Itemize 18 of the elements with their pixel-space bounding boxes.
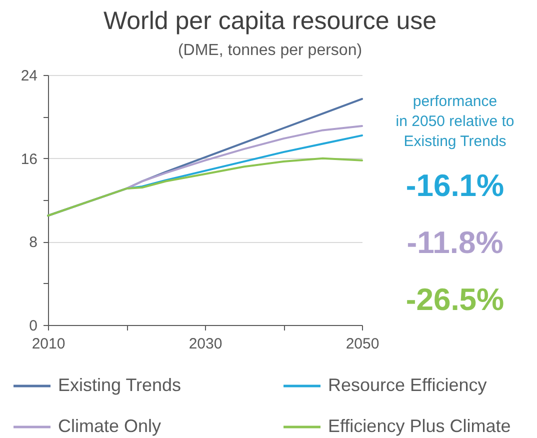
x-tick-label: 2010 (32, 336, 66, 352)
legend-label: Resource Efficiency (328, 375, 487, 395)
line-series (47, 157, 363, 217)
y-tick-label: 16 (20, 150, 38, 168)
chart-title: World per capita resource use (103, 7, 437, 35)
legend-label: Efficiency Plus Climate (328, 416, 511, 436)
text: -26.5% (406, 282, 504, 317)
legend-label: Climate Only (58, 416, 162, 436)
text: -16.1% (406, 168, 504, 203)
text: -11.8% (406, 225, 504, 260)
chart-subtitle: (DME, tonnes per person) (178, 42, 362, 59)
x-tick-label: 2050 (346, 336, 380, 352)
y-tick-label: 0 (29, 318, 38, 334)
y-tick-label: 24 (20, 68, 38, 84)
text: performance in 2050 relative to Existing Trends (396, 93, 514, 150)
legend-label: Existing Trends (58, 375, 182, 395)
x-tick-label: 2030 (188, 336, 222, 352)
y-tick-label: 8 (29, 234, 38, 252)
